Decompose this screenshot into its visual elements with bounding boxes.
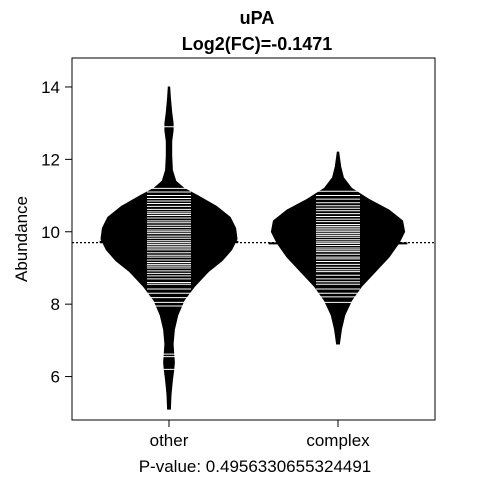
- bean-complex: [268, 151, 408, 345]
- x-axis: other complex: [150, 420, 370, 450]
- y-axis-label: Abundance: [12, 196, 31, 282]
- y-tick-label: 14: [41, 78, 60, 97]
- bean-other: [99, 86, 239, 410]
- plot-frame: [71, 57, 436, 421]
- y-tick-label: 8: [51, 295, 60, 314]
- y-tick-label: 12: [41, 150, 60, 169]
- x-tick-label-other: other: [150, 431, 189, 450]
- chart-subtitle: Log2(FC)=-0.1471: [182, 34, 333, 54]
- beans-layer: [72, 86, 435, 410]
- chart-title: uPA: [240, 8, 275, 28]
- y-axis: 6 8 10 12 14: [41, 78, 72, 387]
- y-tick-label: 10: [41, 223, 60, 242]
- x-axis-label: P-value: 0.4956330655324491: [139, 457, 372, 476]
- y-tick-label: 6: [51, 368, 60, 387]
- x-tick-label-complex: complex: [306, 431, 370, 450]
